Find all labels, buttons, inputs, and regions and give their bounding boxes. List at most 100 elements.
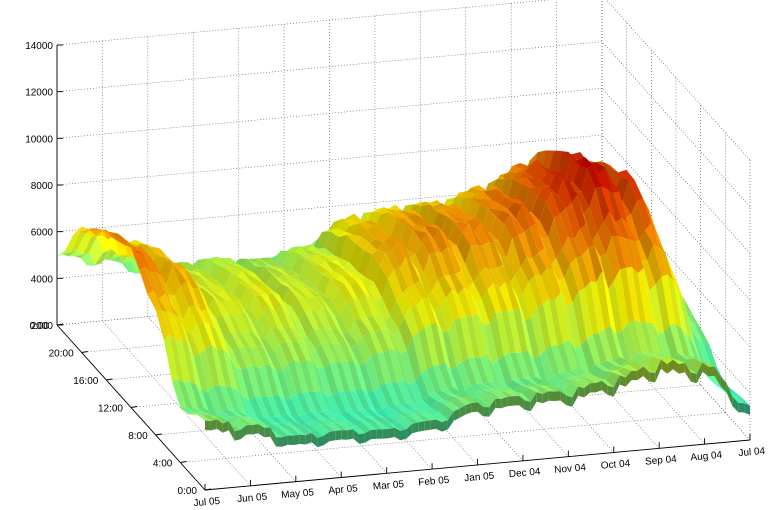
surface-patch xyxy=(423,204,439,228)
surface-patch xyxy=(592,333,607,365)
surface-patch xyxy=(343,390,359,411)
surface-patch xyxy=(266,273,281,293)
surface-patch xyxy=(251,320,266,340)
surface-patch xyxy=(491,189,506,204)
surface-patch xyxy=(275,305,290,329)
surface-patch xyxy=(363,330,378,356)
time-of-day-tick xyxy=(204,488,212,491)
side-wall-grid-line xyxy=(601,181,751,347)
surface-patch xyxy=(477,191,492,200)
surface-patch xyxy=(554,150,569,152)
surface-patch xyxy=(421,232,436,255)
surface-patch xyxy=(675,324,690,356)
surface-patch xyxy=(677,353,693,360)
surface-patch xyxy=(534,386,549,394)
surface-patch xyxy=(523,187,538,213)
surface-patch xyxy=(266,396,281,417)
surface-patch xyxy=(172,265,187,286)
side-wall-grid-line xyxy=(601,41,751,207)
surface-patch xyxy=(729,395,745,404)
surface-patch xyxy=(316,308,332,330)
surface-patch xyxy=(415,373,430,401)
surface-patch xyxy=(265,423,280,432)
surface-patch xyxy=(212,256,227,267)
surface-patch xyxy=(396,293,411,318)
surface-patch xyxy=(647,244,662,285)
surface-patch xyxy=(408,213,423,226)
surface-patch xyxy=(128,243,143,254)
time-of-day-tick-label: 4:00 xyxy=(153,459,173,470)
surface-patch xyxy=(452,191,467,203)
surface-patch xyxy=(444,209,459,219)
surface-patch xyxy=(335,361,350,392)
surface-patch xyxy=(104,256,119,261)
surface-patch xyxy=(584,281,599,335)
surface-patch xyxy=(94,250,109,265)
surface-patch xyxy=(361,230,376,243)
surface-patch xyxy=(261,266,276,272)
surface-patch xyxy=(202,414,217,422)
surface-patch xyxy=(317,255,332,262)
surface-patch xyxy=(284,398,299,419)
surface-patch xyxy=(451,398,466,409)
surface-patch xyxy=(549,175,564,196)
surface-patch xyxy=(456,232,471,264)
surface-patch xyxy=(322,410,337,419)
surface-edge-patch xyxy=(732,396,739,413)
surface-patch xyxy=(441,247,456,276)
surface-patch xyxy=(382,212,397,237)
surface-patch xyxy=(313,328,328,345)
surface-patch xyxy=(239,311,255,334)
surface-patch xyxy=(355,236,370,250)
surface-patch xyxy=(230,332,245,348)
surface-edge-patch xyxy=(299,434,306,445)
surface-patch xyxy=(434,306,449,333)
surface-edge-patch xyxy=(246,425,253,435)
surface-patch xyxy=(417,400,432,411)
surface-patch xyxy=(431,401,446,413)
surface-patch xyxy=(242,271,257,283)
surface-patch xyxy=(169,334,184,383)
surface-patch xyxy=(578,157,594,169)
surface-patch xyxy=(533,219,548,239)
surface-patch xyxy=(496,210,511,225)
surface-patch xyxy=(573,375,588,379)
surface-edge-patch xyxy=(708,366,715,377)
surface-patch xyxy=(425,408,440,417)
surface-patch xyxy=(213,297,229,315)
surface-patch xyxy=(424,226,439,239)
surface-patch xyxy=(560,292,575,349)
surface-patch xyxy=(247,416,262,422)
surface-patch xyxy=(211,343,226,387)
surface-patch xyxy=(369,408,384,418)
surface-patch xyxy=(427,232,442,254)
surface-patch xyxy=(137,243,152,247)
surface-patch xyxy=(423,395,438,409)
surface-patch xyxy=(346,234,362,244)
surface-patch xyxy=(444,361,459,392)
surface-patch xyxy=(439,229,454,251)
surface-patch xyxy=(641,259,656,291)
surface-edge-patch xyxy=(329,430,336,442)
surface-patch xyxy=(243,397,258,419)
surface-patch xyxy=(514,163,529,170)
surface-patch xyxy=(320,390,335,415)
surface-patch xyxy=(352,409,367,418)
surface-patch xyxy=(466,316,481,358)
surface-patch xyxy=(590,281,605,334)
surface-patch xyxy=(116,260,131,264)
surface-patch xyxy=(245,258,260,263)
surface-patch xyxy=(623,237,638,274)
surface-patch xyxy=(230,272,245,283)
surface-patch xyxy=(472,185,487,191)
surface-patch xyxy=(364,293,379,316)
surface-patch xyxy=(368,281,383,301)
surface-patch xyxy=(493,203,508,211)
time-of-day-tick xyxy=(155,433,162,436)
surface-patch xyxy=(519,307,534,360)
surface-patch xyxy=(545,192,560,219)
surface-patch xyxy=(339,421,354,431)
surface-patch xyxy=(324,231,339,255)
surface-patch xyxy=(282,364,297,399)
surface-patch xyxy=(445,402,460,412)
